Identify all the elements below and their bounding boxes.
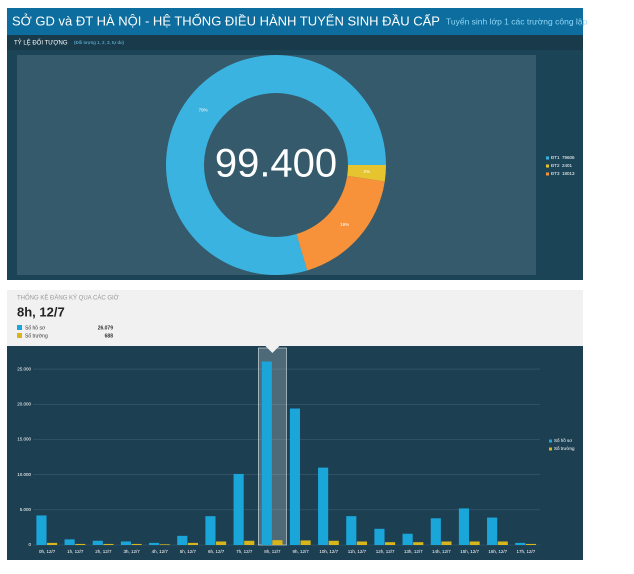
legend-swatch [549,447,552,451]
tooltip-swatch [17,333,22,338]
bar-header [7,290,583,346]
bar [374,528,385,545]
x-tick-label: 7h, 12/7 [236,549,253,554]
bar [328,540,339,545]
legend-name: ĐT1 [551,155,560,160]
legend-name: Số trường [554,446,575,451]
x-tick-label: 14h, 12/7 [432,549,451,554]
pie-subheader [7,35,583,50]
bar [469,541,480,545]
legend-name: Số hồ sơ [554,438,572,443]
header-title: SỞ GD và ĐT HÀ NỘI - HỆ THỐNG ĐIỀU HÀNH … [12,13,440,28]
x-tick-label: 9h, 12/7 [292,549,309,554]
bar [515,542,526,545]
x-tick-label: 12h, 12/7 [376,549,395,554]
bar [497,541,508,545]
bar [385,542,396,545]
bar [525,543,537,545]
bar [300,540,311,545]
bar [205,516,216,545]
legend-value: 18013 [562,171,575,176]
slice-label: 79% [199,108,208,113]
y-tick-label: 20.000 [17,401,31,406]
x-tick-label: 0h, 12/7 [39,549,56,554]
legend-value: 2401 [562,163,573,168]
header-subtitle: Tuyển sinh lớp 1 các trường công lập [446,16,588,26]
y-tick-label: 25.000 [17,366,31,371]
pie-subtitle: (Đối tượng 1, 2, 3, tự do) [74,40,124,45]
bar [244,540,255,545]
x-tick-label: 8h, 12/7 [264,549,281,554]
bar [103,543,114,545]
tooltip-row-value: 688 [105,333,114,339]
bar [64,539,75,545]
bar [75,543,86,545]
bar [261,361,272,545]
tooltip-row-name: Số trường [25,333,48,339]
bar [187,542,199,545]
x-tick-label: 10h, 12/7 [319,549,338,554]
bar [487,517,498,545]
legend-swatch [549,439,552,443]
bar [216,541,227,545]
legend-swatch [546,164,549,168]
x-tick-label: 1h, 12/7 [67,549,84,554]
bar [346,516,357,545]
x-tick-label: 6h, 12/7 [208,549,225,554]
y-tick-label: 0 [28,542,31,547]
y-tick-label: 10.000 [17,472,31,477]
y-tick-label: 5.000 [20,507,32,512]
legend-swatch [546,172,549,176]
tooltip-row-value: 26.079 [98,325,114,331]
x-tick-label: 4h, 12/7 [152,549,169,554]
bar [402,533,413,545]
bar [92,540,103,545]
bar [47,542,58,545]
bar-title: THỐNG KÊ ĐĂNG KÝ QUA CÁC GIỜ [17,294,119,302]
header-bar [7,8,583,35]
bar [430,518,441,545]
hover-pointer [265,346,280,353]
x-tick-label: 3h, 12/7 [123,549,140,554]
x-tick-label: 15h, 12/7 [460,549,479,554]
bar [120,541,132,545]
center-label: 99.400 [215,142,337,186]
tooltip-row-name: Số hồ sơ [25,325,46,331]
bar [458,508,470,545]
x-tick-label: 11h, 12/7 [348,549,367,554]
bar [272,540,283,545]
x-tick-label: 2h, 12/7 [95,549,112,554]
x-tick-label: 13h, 12/7 [404,549,423,554]
tooltip-title: 8h, 12/7 [17,304,65,319]
bar [149,542,160,545]
pie-slice [166,55,387,275]
bar [356,541,368,545]
bar [131,543,142,545]
pie-title: TỶ LỆ ĐỐI TƯỢNG [14,39,68,47]
legend-swatch [546,156,549,160]
legend-value: 79606 [562,155,575,160]
bar [159,544,170,545]
slice-label: 2% [363,169,370,174]
legend-name: ĐT2 [551,163,560,168]
legend-name: ĐT3 [551,171,560,176]
pie-slice [296,175,385,271]
slice-label: 18% [340,222,349,227]
x-tick-label: 17h, 12/7 [517,549,536,554]
bar [318,467,329,545]
bar [413,542,424,545]
bar [177,535,188,545]
x-tick-label: 5h, 12/7 [180,549,197,554]
x-tick-label: 16h, 12/7 [488,549,507,554]
bar [289,408,301,545]
bar [36,515,47,545]
bar [441,541,452,545]
bar [233,473,244,545]
y-tick-label: 15.000 [17,437,31,442]
pie-slice [347,165,386,182]
tooltip-swatch [17,325,22,330]
